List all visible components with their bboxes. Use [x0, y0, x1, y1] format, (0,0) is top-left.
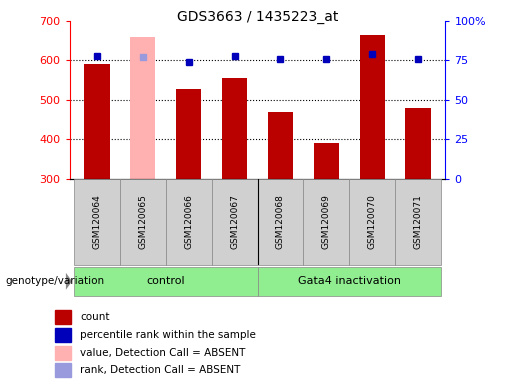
Text: count: count — [80, 313, 110, 323]
Text: GSM120065: GSM120065 — [139, 194, 147, 249]
Text: genotype/variation: genotype/variation — [5, 276, 104, 286]
Bar — [56, 346, 71, 360]
Bar — [56, 328, 71, 342]
Bar — [222, 78, 247, 179]
Text: control: control — [146, 276, 185, 286]
Bar — [258, 179, 303, 265]
Bar — [176, 89, 201, 179]
Text: percentile rank within the sample: percentile rank within the sample — [80, 330, 256, 340]
Bar — [130, 37, 156, 179]
Text: GSM120068: GSM120068 — [276, 194, 285, 249]
Bar — [74, 179, 120, 265]
Bar — [212, 179, 258, 265]
Bar — [303, 179, 349, 265]
Bar — [258, 266, 441, 296]
Bar — [349, 179, 395, 265]
Bar — [166, 179, 212, 265]
Bar — [314, 143, 339, 179]
Bar — [359, 35, 385, 179]
Text: Gata4 inactivation: Gata4 inactivation — [298, 276, 401, 286]
Text: GSM120071: GSM120071 — [414, 194, 422, 249]
Bar — [395, 179, 441, 265]
Polygon shape — [66, 273, 72, 290]
Text: GSM120069: GSM120069 — [322, 194, 331, 249]
Text: GSM120066: GSM120066 — [184, 194, 193, 249]
Bar — [268, 113, 293, 179]
Bar — [405, 108, 431, 179]
Text: GSM120067: GSM120067 — [230, 194, 239, 249]
Text: GSM120070: GSM120070 — [368, 194, 376, 249]
Text: rank, Detection Call = ABSENT: rank, Detection Call = ABSENT — [80, 366, 241, 376]
Text: value, Detection Call = ABSENT: value, Detection Call = ABSENT — [80, 348, 246, 358]
Text: GSM120064: GSM120064 — [93, 194, 101, 249]
Bar — [74, 266, 258, 296]
Bar — [56, 310, 71, 324]
Bar — [120, 179, 166, 265]
Bar — [84, 65, 110, 179]
Bar — [56, 363, 71, 377]
Text: GDS3663 / 1435223_at: GDS3663 / 1435223_at — [177, 10, 338, 23]
